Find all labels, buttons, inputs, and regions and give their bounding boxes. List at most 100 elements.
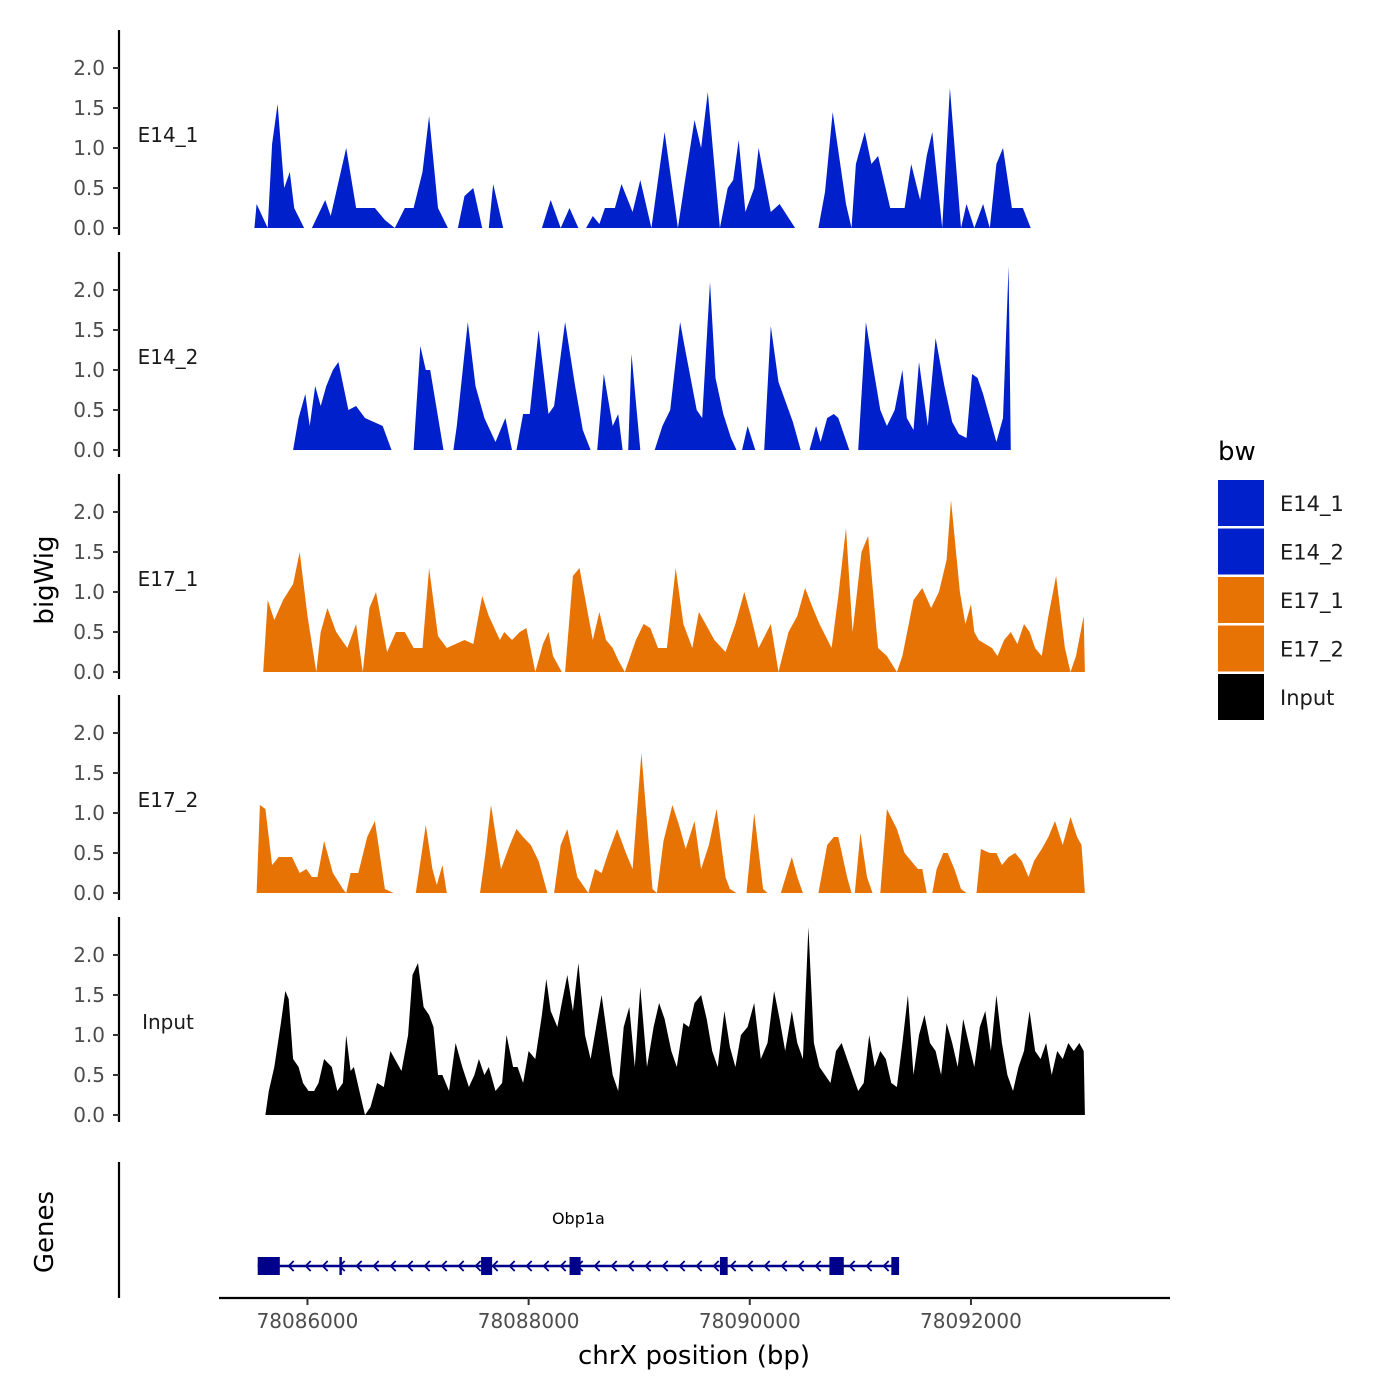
gene-exon bbox=[481, 1257, 493, 1275]
y-tick-label: 1.0 bbox=[73, 580, 105, 604]
strand-arrow bbox=[372, 1260, 380, 1272]
gene-panel-title: Genes bbox=[30, 1191, 60, 1273]
legend-swatch bbox=[1218, 625, 1264, 672]
y-tick-label: 0.0 bbox=[73, 1103, 105, 1127]
y-tick-label: 0.5 bbox=[73, 620, 105, 644]
strand-arrow bbox=[882, 1260, 890, 1272]
y-axis-title: bigWig bbox=[30, 535, 60, 624]
panel-e17-2: 0.0 0.5 1.0 1.5 2.0 E17_2 bbox=[73, 695, 1085, 905]
y-tick-label: 1.0 bbox=[73, 1023, 105, 1047]
strand-arrow bbox=[678, 1260, 686, 1272]
y-tick-label: 2.0 bbox=[73, 721, 105, 745]
y-tick-label: 1.5 bbox=[73, 761, 105, 785]
y-tick-label: 1.5 bbox=[73, 540, 105, 564]
y-tick-label: 2.0 bbox=[73, 500, 105, 524]
y-tick-label: 1.0 bbox=[73, 801, 105, 825]
gene-exon bbox=[719, 1257, 728, 1275]
strand-arrow bbox=[593, 1260, 601, 1272]
legend-title: bw bbox=[1218, 437, 1256, 467]
x-tick-label: 78086000 bbox=[257, 1309, 359, 1333]
y-tick-label: 1.0 bbox=[73, 136, 105, 160]
legend: bw E14_1 E14_2 E17_1 E17_2 Input bbox=[1218, 437, 1344, 720]
y-tick-label: 2.0 bbox=[73, 943, 105, 967]
strand-arrow bbox=[559, 1260, 567, 1272]
strand-arrow bbox=[797, 1260, 805, 1272]
signal-area-input bbox=[265, 927, 1085, 1115]
y-tick-label: 0.0 bbox=[73, 881, 105, 905]
gene-exon bbox=[891, 1257, 900, 1275]
strand-arrow bbox=[610, 1260, 618, 1272]
strand-arrow bbox=[474, 1260, 482, 1272]
legend-label: Input bbox=[1280, 686, 1334, 710]
x-tick-label: 78090000 bbox=[699, 1309, 801, 1333]
signal-area-e17-2 bbox=[256, 753, 1085, 893]
y-tick-label: 0.0 bbox=[73, 660, 105, 684]
x-tick-label: 78092000 bbox=[920, 1309, 1022, 1333]
legend-swatch bbox=[1218, 480, 1264, 526]
y-tick-label: 0.0 bbox=[73, 438, 105, 462]
strand-arrow bbox=[355, 1260, 363, 1272]
y-tick-label: 1.5 bbox=[73, 318, 105, 342]
strand-arrow bbox=[746, 1260, 754, 1272]
legend-label: E17_2 bbox=[1280, 638, 1344, 663]
strand-arrow bbox=[287, 1260, 295, 1272]
strand-arrow bbox=[321, 1260, 329, 1272]
legend-label: E17_1 bbox=[1280, 589, 1344, 614]
track-label: E17_2 bbox=[138, 788, 199, 812]
strand-arrow bbox=[491, 1260, 499, 1272]
legend-swatch bbox=[1218, 528, 1264, 575]
y-tick-label: 0.5 bbox=[73, 398, 105, 422]
y-tick-label: 0.5 bbox=[73, 1063, 105, 1087]
signal-panels: 0.0 0.5 1.0 1.5 2.0 E14_1 0.0 0.5 1.0 1.5 2.0 E14_2… bbox=[73, 30, 1085, 1127]
strand-arrow bbox=[661, 1260, 669, 1272]
signal-area-e17-1 bbox=[263, 500, 1085, 672]
gene-exon bbox=[569, 1257, 581, 1275]
track-label: E17_1 bbox=[138, 567, 199, 591]
strand-arrow bbox=[848, 1260, 856, 1272]
y-tick-label: 0.0 bbox=[73, 216, 105, 240]
x-tick-label: 78088000 bbox=[478, 1309, 580, 1333]
strand-arrow bbox=[304, 1260, 312, 1272]
panel-e14-1: 0.0 0.5 1.0 1.5 2.0 E14_1 bbox=[73, 30, 1031, 240]
strand-arrow bbox=[644, 1260, 652, 1272]
track-label: Input bbox=[142, 1010, 194, 1034]
y-tick-label: 1.5 bbox=[73, 983, 105, 1007]
y-tick-label: 0.5 bbox=[73, 841, 105, 865]
signal-area-e14-1 bbox=[254, 88, 1031, 228]
strand-arrow bbox=[406, 1260, 414, 1272]
signal-area-e14-2 bbox=[293, 266, 1011, 450]
panel-input: 0.0 0.5 1.0 1.5 2.0 Input bbox=[73, 917, 1085, 1127]
y-tick-label: 0.5 bbox=[73, 176, 105, 200]
strand-arrow bbox=[389, 1260, 397, 1272]
legend-swatch bbox=[1218, 674, 1264, 720]
legend-label: E14_2 bbox=[1280, 541, 1344, 566]
strand-arrow bbox=[695, 1260, 703, 1272]
gene-panel: Obp1a bbox=[117, 1162, 900, 1298]
track-label: E14_1 bbox=[138, 123, 199, 147]
x-axis-title: chrX position (bp) bbox=[578, 1341, 810, 1371]
strand-arrow bbox=[763, 1260, 771, 1272]
strand-arrow bbox=[525, 1260, 533, 1272]
strand-arrow bbox=[440, 1260, 448, 1272]
strand-arrow bbox=[712, 1260, 720, 1272]
gene-exon bbox=[257, 1257, 280, 1275]
strand-arrow bbox=[423, 1260, 431, 1272]
x-axis: 78086000 78088000 78090000 78092000 bbox=[219, 1296, 1170, 1333]
strand-arrow bbox=[729, 1260, 737, 1272]
gene-label: Obp1a bbox=[552, 1209, 605, 1228]
legend-label: E14_1 bbox=[1280, 492, 1344, 517]
y-tick-label: 1.5 bbox=[73, 96, 105, 120]
strand-arrow bbox=[542, 1260, 550, 1272]
strand-arrow bbox=[457, 1260, 465, 1272]
strand-arrow bbox=[508, 1260, 516, 1272]
y-tick-label: 2.0 bbox=[73, 278, 105, 302]
strand-arrow bbox=[814, 1260, 822, 1272]
legend-swatch bbox=[1218, 577, 1264, 623]
strand-arrow bbox=[780, 1260, 788, 1272]
strand-arrow bbox=[627, 1260, 635, 1272]
track-label: E14_2 bbox=[138, 345, 199, 369]
panel-e17-1: 0.0 0.5 1.0 1.5 2.0 E17_1 bbox=[73, 474, 1085, 684]
y-tick-label: 2.0 bbox=[73, 56, 105, 80]
y-tick-label: 1.0 bbox=[73, 358, 105, 382]
